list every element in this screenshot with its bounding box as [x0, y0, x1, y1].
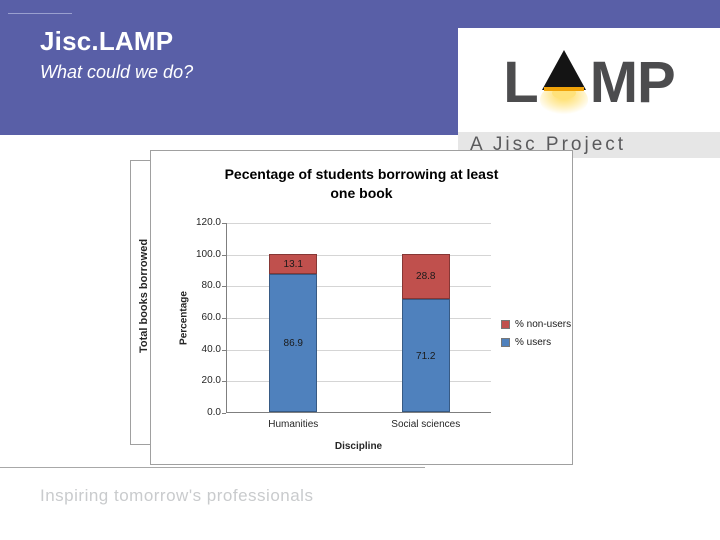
y-tick-label: 20.0 — [201, 375, 221, 387]
x-axis-label: Discipline — [334, 441, 383, 452]
x-tick-label: Social sciences — [391, 419, 461, 430]
y-tick-label: 120.0 — [195, 217, 221, 228]
gridline — [227, 254, 491, 256]
y-tick-label: 0.0 — [207, 407, 221, 418]
bar-segment — [269, 253, 318, 275]
logo-letters-mp: MP — [589, 49, 676, 115]
page-subtitle: What could we do? — [40, 62, 194, 82]
y-axis-label: Percentage — [178, 291, 190, 345]
page-title: Jisc.LAMP — [40, 26, 174, 56]
chart-legend: % non-users % users — [501, 319, 571, 348]
gridline — [227, 381, 491, 383]
legend-swatch — [501, 320, 510, 329]
legend-item: % users — [501, 337, 571, 348]
gridline — [227, 318, 491, 319]
bar-segment — [401, 253, 450, 300]
lamp-logo: L MP A Jisc Project — [458, 28, 720, 160]
y-tick-label: 100.0 — [195, 248, 221, 260]
y-tick-label: 60.0 — [201, 312, 221, 323]
footer-divider — [0, 467, 425, 468]
y-tick-mark — [222, 254, 226, 256]
y-tick-label: 40.0 — [201, 343, 221, 355]
background-chart-y-axis-label: Total books borrowed — [138, 238, 150, 354]
x-tick-label: Humanities — [268, 419, 319, 430]
bar-value-label: 28.8 — [416, 271, 436, 283]
gridline — [227, 286, 491, 288]
plot-area: 0.0 20.0 40.0 60.0 80.0 100.0 120.0 86.9 13.1 Hum… — [196, 217, 491, 430]
logo-letter-l: L — [503, 49, 538, 115]
legend-label: % users — [515, 337, 552, 348]
y-tick-label: 80.0 — [201, 280, 221, 292]
legend-label: % non-users — [515, 319, 572, 330]
footer-tagline: Inspiring tomorrow's professionals — [40, 486, 314, 505]
y-tick-mark — [222, 413, 226, 414]
y-tick-mark — [222, 223, 226, 224]
gridline — [227, 349, 491, 351]
lamp-logo-wordmark: L MP — [458, 32, 720, 116]
chart: Pecentage of students borrowing at least… — [150, 150, 573, 465]
y-tick-mark — [222, 381, 226, 383]
legend-swatch — [501, 338, 510, 347]
bar-segment — [401, 299, 450, 412]
bar-value-label: 13.1 — [283, 259, 303, 271]
lamp-icon — [539, 50, 588, 116]
decorative-line-top — [8, 13, 72, 14]
legend-item: % non-users — [501, 319, 571, 330]
gridline — [227, 223, 491, 224]
bar-segment — [269, 274, 318, 412]
bar-value-label: 86.9 — [283, 338, 303, 350]
y-tick-mark — [222, 286, 226, 288]
bar-value-label: 71.2 — [416, 350, 436, 362]
chart-title: Pecentage of students borrowing at least… — [224, 166, 499, 201]
y-tick-mark — [222, 318, 226, 319]
y-tick-mark — [222, 349, 226, 351]
